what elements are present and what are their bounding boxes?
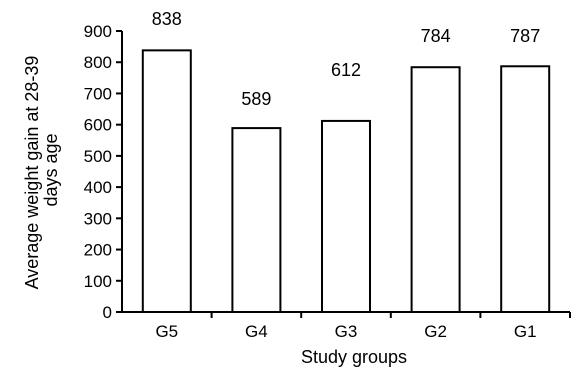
bar-g5 bbox=[141, 49, 192, 313]
y-ticks: 0 100 200 300 400 500 600 700 800 900 bbox=[84, 22, 122, 322]
y-tick-label: 500 bbox=[84, 147, 112, 166]
bar-g2 bbox=[410, 66, 461, 314]
y-tick-label: 400 bbox=[84, 178, 112, 197]
y-tick-label: 100 bbox=[84, 272, 112, 291]
y-axis-label: Average weight gain at 28-39 days age bbox=[22, 51, 61, 290]
data-label-g3: 612 bbox=[331, 60, 361, 80]
axes-layer bbox=[121, 31, 570, 313]
data-labels: 838 589 612 784 787 bbox=[152, 9, 540, 109]
y-axis-label-line-1: Average weight gain at 28-39 bbox=[22, 56, 42, 290]
x-tick-label: G5 bbox=[155, 322, 178, 341]
bar-g4 bbox=[231, 127, 282, 313]
data-label-g1: 787 bbox=[510, 26, 540, 46]
data-label-g2: 784 bbox=[421, 26, 451, 46]
x-tick-label: G3 bbox=[335, 322, 358, 341]
y-tick-label: 300 bbox=[84, 209, 112, 228]
x-ticks: G5 G4 G3 G2 G1 bbox=[155, 312, 571, 341]
x-axis-label: Study groups bbox=[301, 347, 407, 367]
x-tick-label: G2 bbox=[424, 322, 447, 341]
bars-layer bbox=[141, 49, 551, 314]
y-tick-label: 600 bbox=[84, 116, 112, 135]
y-tick-label: 0 bbox=[103, 303, 112, 322]
y-tick-label: 700 bbox=[84, 84, 112, 103]
y-tick-label: 800 bbox=[84, 53, 112, 72]
bar-g3 bbox=[321, 119, 371, 313]
y-axis-label-line-2: days age bbox=[41, 133, 61, 206]
x-tick-label: G4 bbox=[245, 322, 268, 341]
bar-g1 bbox=[500, 65, 551, 313]
x-tick-label: G1 bbox=[514, 322, 537, 341]
data-label-g4: 589 bbox=[241, 89, 271, 109]
y-tick-label: 900 bbox=[84, 22, 112, 41]
data-label-g5: 838 bbox=[152, 9, 182, 29]
y-tick-label: 200 bbox=[84, 241, 112, 260]
